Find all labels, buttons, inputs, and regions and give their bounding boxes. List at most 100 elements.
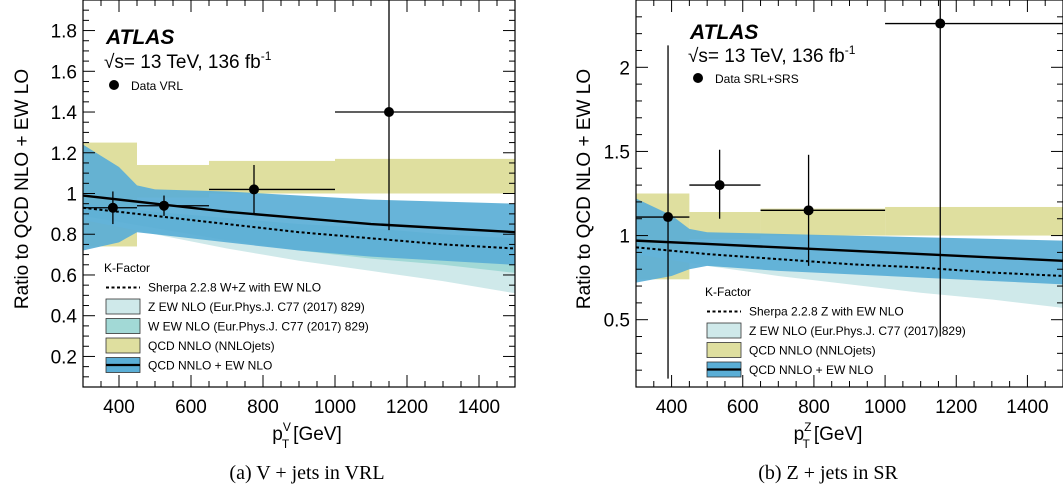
data-point-4 bbox=[335, 0, 515, 231]
y-tick-label: 0.8 bbox=[51, 225, 77, 246]
legend-item-combined: QCD NNLO + EW NLO bbox=[105, 357, 272, 373]
qcd-nnlo-ew-nlo-line bbox=[83, 194, 515, 234]
y-tick-label: 1 bbox=[619, 227, 630, 248]
atlas-label: ATLAS bbox=[105, 26, 174, 49]
data-marker bbox=[107, 202, 118, 213]
legend-label: Z EW NLO (Eur.Phys.J. C77 (2017) 829) bbox=[749, 324, 966, 338]
panel-a: 400 600 800 1000 1200 1400 0.2 0.4 0.6 0.8 1 1.2 1.4… bbox=[12, 0, 516, 484]
x-tick-label: 1200 bbox=[935, 397, 977, 418]
plot-area-b: 400 600 800 1000 1200 1400 0.5 1 1.5 2 ATLAS√s= 13… bbox=[604, 0, 1063, 418]
legend-item-dotted: Sherpa 2.2.8 Z with EW NLO bbox=[707, 305, 904, 319]
x-tick-label: 1200 bbox=[386, 397, 428, 418]
data-point-1 bbox=[83, 191, 137, 225]
data-marker bbox=[714, 180, 725, 191]
legend-item-zew: Z EW NLO (Eur.Phys.J. C77 (2017) 829) bbox=[706, 322, 966, 339]
x-tick-label: 1000 bbox=[314, 397, 356, 418]
legend-item-qcd: QCD NNLO (NNLOjets) bbox=[706, 342, 876, 358]
legend-title: K-Factor bbox=[705, 285, 751, 299]
panel-b-xlabel: pZ T [GeV] bbox=[794, 420, 863, 451]
qcd-nnlo-ew-nlo-line bbox=[636, 239, 1063, 263]
legend-swatch bbox=[706, 322, 742, 339]
data-marker bbox=[803, 205, 814, 216]
plot-content bbox=[83, 0, 515, 294]
y-tick-label: 1.4 bbox=[51, 103, 78, 124]
legend-label: W EW NLO (Eur.Phys.J. C77 (2017) 829) bbox=[148, 320, 369, 334]
legend-swatch bbox=[105, 298, 141, 315]
data-marker bbox=[935, 18, 946, 29]
data-legend-label: Data VRL bbox=[131, 79, 183, 93]
y-tick-label: 1.5 bbox=[604, 142, 630, 163]
lumi-exponent: -1 bbox=[261, 49, 272, 63]
qcd-nnlo-ew-nlo-band bbox=[636, 198, 1063, 285]
combined-band-group bbox=[636, 198, 1063, 285]
y-tick-label: 0.2 bbox=[51, 347, 77, 368]
qcd-nnlo-ew-nlo-band bbox=[83, 144, 515, 265]
data-legend-marker bbox=[693, 73, 703, 83]
panel-b-caption: (b) Z + jets in SR bbox=[758, 462, 898, 484]
qcd-nnlo-band-bin-3 bbox=[760, 208, 886, 236]
energy-text: √s= 13 TeV, 136 fb bbox=[688, 46, 845, 67]
legend-label: QCD NNLO (NNLOjets) bbox=[749, 344, 876, 358]
data-legend-marker bbox=[109, 80, 119, 90]
qcd-nnlo-band-bin-4 bbox=[335, 158, 515, 194]
y-tick-label: 0.6 bbox=[51, 266, 77, 287]
legend-label: Sherpa 2.2.8 Z with EW NLO bbox=[749, 305, 904, 319]
legend-swatch bbox=[105, 337, 141, 354]
data-point-1 bbox=[636, 45, 690, 379]
combined-band-group bbox=[83, 144, 515, 265]
y-tick-label: 0.5 bbox=[604, 311, 630, 332]
legend-item-dotted: Sherpa 2.2.8 W+Z with EW NLO bbox=[106, 281, 321, 295]
energy-lumi-label: √s= 13 TeV, 136 fb-1 bbox=[688, 43, 856, 67]
lumi-exponent: -1 bbox=[845, 43, 856, 57]
plot-area-a: 400 600 800 1000 1200 1400 0.2 0.4 0.6 0.8 1 1.2 1.4… bbox=[51, 0, 516, 418]
sherpa-line bbox=[83, 206, 515, 250]
legend-swatch bbox=[706, 342, 742, 358]
energy-text: √s= 13 TeV, 136 fb bbox=[104, 52, 261, 73]
x-tick-label: 800 bbox=[247, 397, 279, 418]
legend-swatch bbox=[105, 318, 141, 334]
data-point-2 bbox=[137, 195, 209, 216]
atlas-label: ATLAS bbox=[689, 21, 758, 44]
y-tick-label: 1 bbox=[66, 185, 77, 206]
panel-a-xlabel: pV T [GeV] bbox=[272, 420, 342, 451]
legend-label: QCD NNLO + EW NLO bbox=[148, 359, 272, 373]
legend-item-wew: W EW NLO (Eur.Phys.J. C77 (2017) 829) bbox=[105, 318, 369, 334]
y-tick-label: 0.4 bbox=[51, 307, 78, 328]
qcd-nnlo-band-bin-3 bbox=[209, 160, 335, 194]
y-tick-label: 2 bbox=[619, 58, 630, 79]
data-point-3 bbox=[760, 154, 886, 266]
x-tick-label: 800 bbox=[798, 397, 830, 418]
panel-b: 400 600 800 1000 1200 1400 0.5 1 1.5 2 ATLAS√s= 13… bbox=[574, 0, 1063, 484]
qcd-nnlo-band-bin-4 bbox=[885, 206, 1063, 236]
panel-b-ylabel: Ratio to QCD NLO + EW LO bbox=[574, 69, 595, 309]
data-marker bbox=[159, 200, 169, 211]
x-tick-label: 1400 bbox=[1006, 397, 1048, 418]
data-point-3 bbox=[209, 164, 335, 214]
panel-a-ylabel: Ratio to QCD NLO + EW LO bbox=[12, 69, 33, 309]
y-tick-label: 1.6 bbox=[51, 62, 77, 83]
x-tick-label: 600 bbox=[175, 397, 207, 418]
x-tick-label: 400 bbox=[103, 397, 135, 418]
y-tick-label: 1.8 bbox=[51, 22, 77, 43]
energy-lumi-label: √s= 13 TeV, 136 fb-1 bbox=[104, 49, 272, 73]
x-tick-label: 1400 bbox=[458, 397, 500, 418]
x-tick-label: 1000 bbox=[864, 397, 906, 418]
data-marker bbox=[249, 184, 259, 195]
legend-label: Sherpa 2.2.8 W+Z with EW NLO bbox=[148, 281, 321, 295]
data-point-2 bbox=[689, 149, 761, 219]
plot-content bbox=[636, 0, 1063, 379]
panel-a-caption: (a) V + jets in VRL bbox=[229, 462, 384, 484]
legend-item-zew: Z EW NLO (Eur.Phys.J. C77 (2017) 829) bbox=[105, 298, 365, 315]
y-tick-label: 1.2 bbox=[51, 144, 77, 165]
legend-label: Z EW NLO (Eur.Phys.J. C77 (2017) 829) bbox=[148, 300, 365, 314]
data-legend-label: Data SRL+SRS bbox=[715, 72, 799, 86]
x-tick-label: 400 bbox=[656, 397, 688, 418]
legend-item-combined: QCD NNLO + EW NLO bbox=[706, 361, 873, 378]
x-tick-label: 600 bbox=[727, 397, 759, 418]
legend-item-qcd: QCD NNLO (NNLOjets) bbox=[105, 337, 275, 354]
data-marker bbox=[384, 107, 394, 118]
legend-label: QCD NNLO + EW NLO bbox=[749, 363, 873, 377]
legend-label: QCD NNLO (NNLOjets) bbox=[148, 339, 275, 353]
data-marker bbox=[663, 212, 674, 223]
